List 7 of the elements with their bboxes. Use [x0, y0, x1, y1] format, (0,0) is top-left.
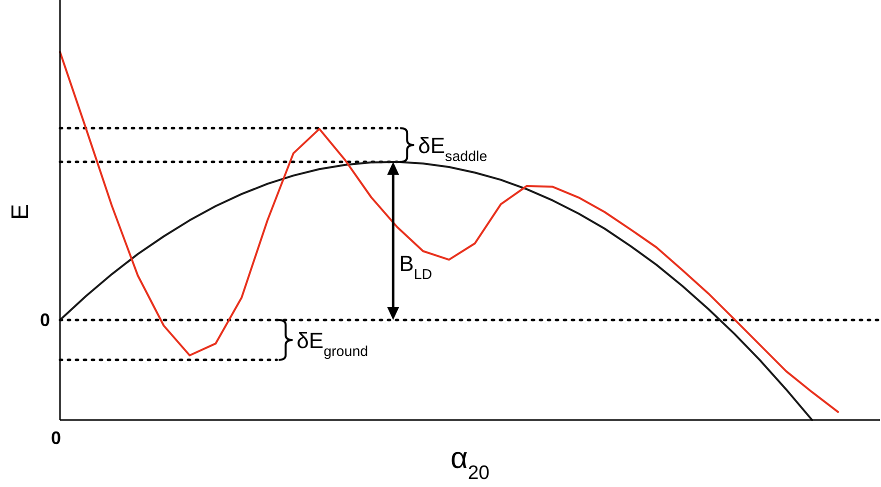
x-axis-title: α$_{20}$ [450, 442, 490, 484]
annotation: δE$_{ground}$ [296, 328, 368, 360]
ref-line-label: 0 [40, 310, 50, 330]
annotation: δE$_{saddle}$ [418, 132, 488, 165]
text: 0 [50, 428, 62, 448]
annotation: B$_{LD}$ [399, 250, 432, 283]
y-axis-title: E [7, 204, 34, 220]
